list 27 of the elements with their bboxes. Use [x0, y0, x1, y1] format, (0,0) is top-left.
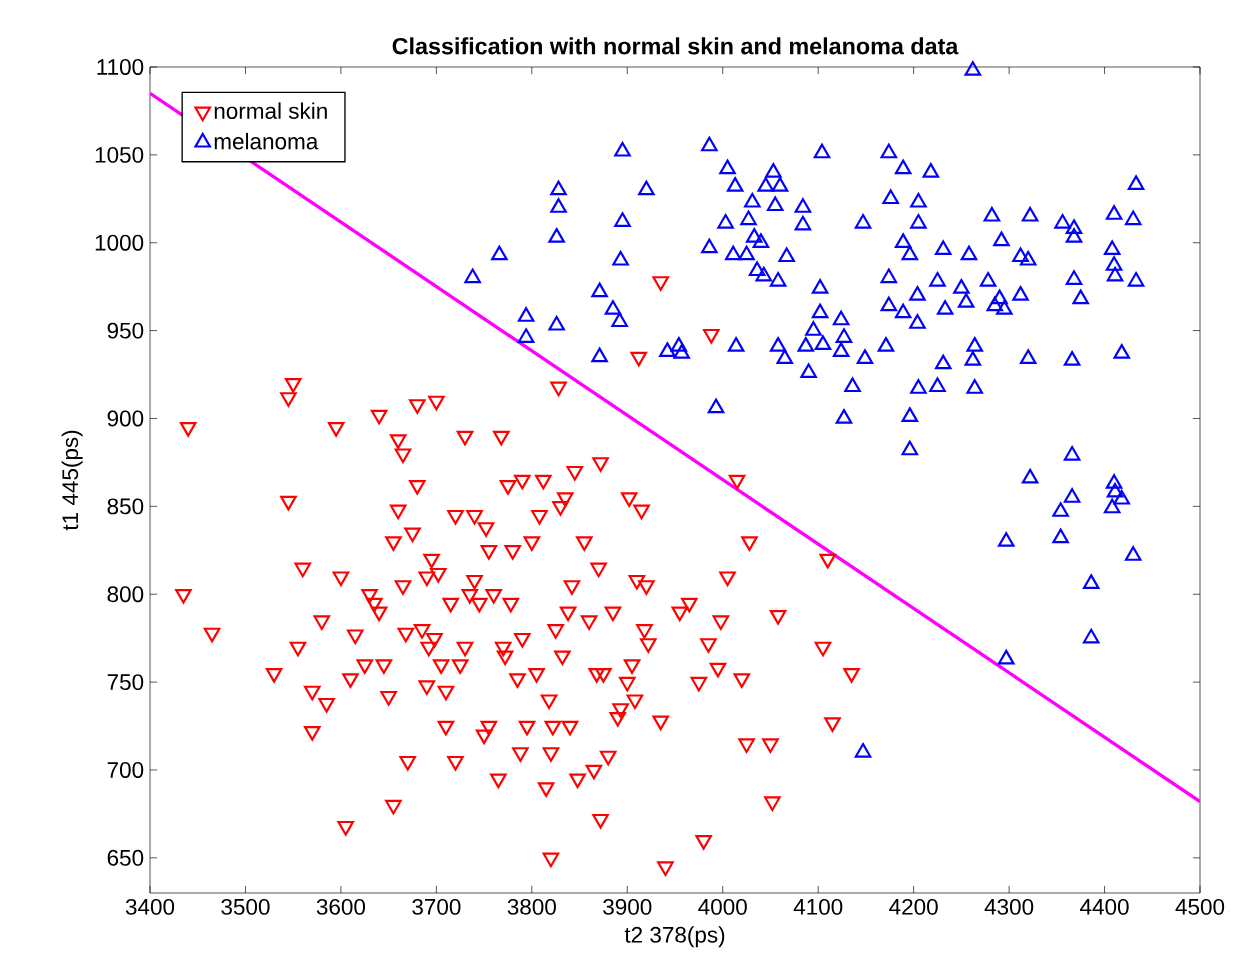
y-tick-label: 650 — [107, 849, 144, 866]
x-tick-label: 4100 — [793, 898, 843, 915]
y-tick-label: 1100 — [97, 59, 144, 75]
x-tick-label: 3400 — [125, 898, 175, 915]
x-tick-label: 4400 — [1080, 898, 1129, 915]
y-tick-label: 900 — [107, 410, 144, 427]
chart-title: Classification with normal skin and melanoma data — [392, 37, 959, 55]
legend-label: melanoma — [214, 132, 319, 150]
x-tick-label: 3900 — [603, 898, 652, 915]
y-tick-label: 700 — [107, 762, 144, 778]
y-tick-label: 1000 — [95, 234, 144, 251]
y-axis-title: t1 445(ps) — [61, 430, 83, 531]
y-tick-label: 750 — [107, 674, 144, 691]
x-tick-label: 3500 — [221, 898, 270, 915]
x-tick-label: 3600 — [316, 898, 366, 915]
x-tick-label: 4300 — [984, 898, 1034, 915]
y-tick-label: 1050 — [95, 146, 144, 163]
x-axis-title: t2 378(ps) — [624, 926, 725, 948]
x-tick-label: 4500 — [1175, 898, 1225, 915]
legend-label: normal skin — [214, 102, 327, 119]
x-tick-label: 3800 — [507, 898, 556, 915]
y-tick-label: 850 — [107, 498, 144, 515]
y-tick-label: 800 — [107, 586, 144, 603]
y-tick-label: 950 — [107, 322, 144, 339]
x-tick-label: 4000 — [698, 898, 747, 915]
x-tick-label: 4200 — [889, 898, 938, 915]
x-tick-label: 3700 — [412, 898, 461, 915]
